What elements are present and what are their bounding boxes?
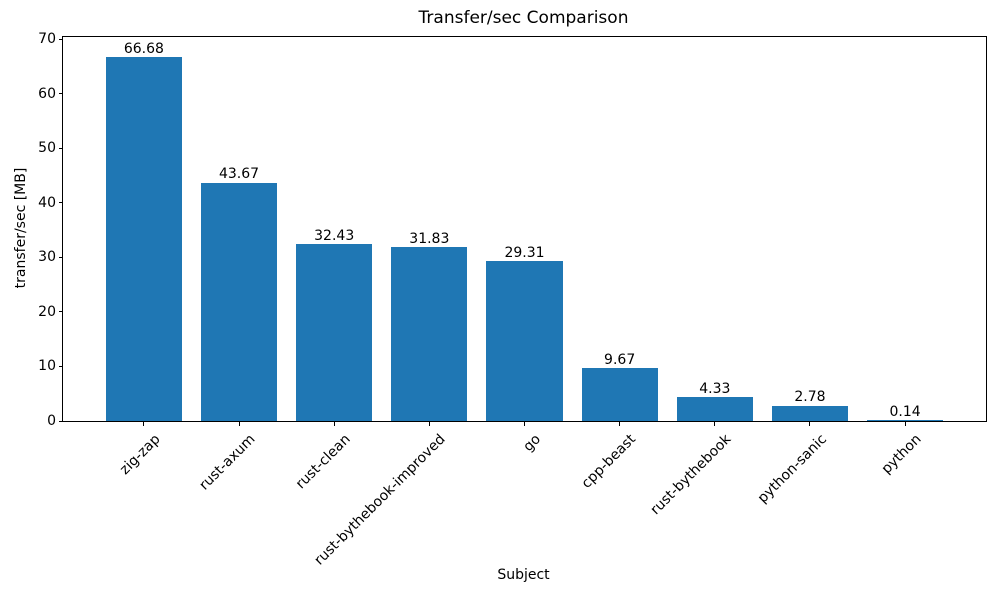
y-tick-label: 40 — [38, 194, 56, 211]
bar — [867, 420, 944, 421]
bar-value-label: 43.67 — [218, 166, 260, 183]
bar-value-label: 4.33 — [699, 380, 731, 397]
y-tick-label: 60 — [38, 85, 56, 102]
bar — [296, 244, 373, 421]
x-tick-mark — [904, 422, 906, 426]
y-tick-mark — [59, 365, 63, 367]
bar-value-label: 29.31 — [504, 244, 545, 261]
y-tick-mark — [59, 147, 63, 149]
bar — [676, 397, 753, 421]
bar — [771, 405, 848, 421]
plot-area: 0 10 20 30 40 50 60 70 66.68 zig-zap 43.67 rust-axu… — [38, 31, 987, 568]
chart-title: Transfer/sec Comparison — [418, 8, 629, 28]
x-tick-mark — [428, 422, 430, 426]
bar-value-label: 66.68 — [123, 40, 164, 57]
x-tick-label: python-sanic — [754, 431, 830, 507]
y-tick-mark — [59, 256, 63, 258]
x-tick-mark — [714, 422, 716, 426]
bar-value-label: 31.83 — [409, 230, 450, 247]
y-tick-mark — [59, 93, 63, 95]
x-tick-label: python — [878, 431, 925, 478]
bar — [391, 247, 468, 421]
x-tick-mark — [524, 422, 525, 426]
x-axis-label: Subject — [497, 567, 550, 583]
y-tick-label: 30 — [38, 249, 56, 266]
y-tick-label: 70 — [38, 31, 56, 47]
bar — [581, 368, 658, 421]
y-tick-label: 50 — [38, 140, 56, 157]
x-tick-mark — [333, 422, 335, 426]
bar-value-label: 32.43 — [314, 227, 355, 244]
y-axis-label: transfer/sec [MB] — [13, 167, 29, 289]
bar — [486, 261, 563, 421]
y-tick-mark — [59, 311, 63, 313]
x-tick-label: cpp-beast — [578, 431, 640, 492]
bar-value-label: 9.67 — [604, 351, 636, 368]
y-tick-label: 20 — [38, 303, 56, 320]
x-tick-label: rust-bythebook — [647, 431, 735, 519]
x-tick-mark — [238, 422, 240, 426]
x-tick-label: zig-zap — [116, 431, 164, 478]
y-tick-mark — [59, 202, 63, 204]
x-tick-mark — [143, 422, 145, 426]
bar-value-label: 0.14 — [889, 403, 921, 420]
x-tick-mark — [619, 422, 621, 426]
x-tick-label: rust-axum — [196, 431, 259, 494]
y-tick-mark — [59, 38, 63, 40]
y-tick-mark — [59, 420, 63, 422]
y-tick-label: 10 — [38, 358, 56, 375]
bar — [105, 57, 182, 421]
x-tick-label: rust-clean — [292, 431, 354, 493]
x-tick-mark — [809, 422, 811, 426]
x-tick-label: go — [520, 431, 545, 455]
bar-value-label: 2.78 — [794, 389, 826, 406]
y-tick-label: 0 — [47, 413, 56, 429]
bar — [200, 182, 278, 421]
